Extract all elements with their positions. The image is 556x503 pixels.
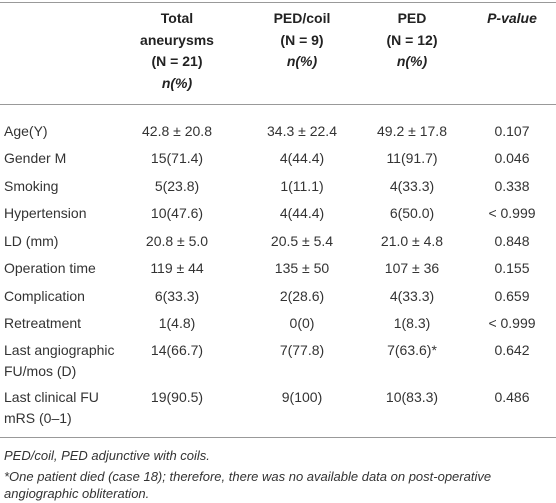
table-cell: 1(11.1) <box>280 178 324 194</box>
table-cell: 7(77.8) <box>279 342 325 358</box>
table-cell: 135 ± 50 <box>274 260 330 276</box>
header-text: (N = 9) <box>280 31 324 48</box>
table-cell: 119 ± 44 <box>150 260 204 276</box>
top-rule <box>0 2 556 3</box>
header-rule <box>0 104 556 105</box>
table-cell: 20.5 ± 5.4 <box>270 233 334 249</box>
table-cell: 2(28.6) <box>279 288 325 304</box>
table-cell: 4(33.3) <box>389 288 435 304</box>
row-label: Last clinical FU <box>4 389 99 405</box>
header-text: n(%) <box>161 74 193 91</box>
table-cell: 0.486 <box>494 389 530 405</box>
table-cell: 21.0 ± 4.8 <box>380 233 444 249</box>
footnote: *One patient died (case 18); therefore, … <box>4 469 492 484</box>
row-label: FU/mos (D) <box>4 362 77 379</box>
header-text: (N = 21) <box>151 53 203 69</box>
row-label: LD (mm) <box>4 233 59 249</box>
header-text: P-value <box>487 10 537 26</box>
table-cell: 0.338 <box>494 178 530 194</box>
bottom-rule <box>0 437 556 438</box>
table-cell: 49.2 ± 17.8 <box>377 123 447 139</box>
table-cell: 0(0) <box>289 315 315 331</box>
table-cell: 34.3 ± 22.4 <box>267 123 337 139</box>
table-cell: 6(33.3) <box>154 288 200 304</box>
table-cell: 0.107 <box>494 123 530 139</box>
row-label: Complication <box>4 288 85 304</box>
table-cell: 4(44.4) <box>279 150 325 166</box>
table-cell: 11(91.7) <box>386 150 438 166</box>
row-label: Retreatment <box>4 315 82 331</box>
table-cell: 10(47.6) <box>150 205 204 221</box>
table-cell: < 0.999 <box>488 315 536 331</box>
footnote: PED/coil, PED adjunctive with coils. <box>4 448 210 463</box>
table-cell: 42.8 ± 20.8 <box>142 123 212 139</box>
table-cell: 4(33.3) <box>389 178 435 194</box>
footnote: angiographic obliteration. <box>4 486 150 501</box>
table-cell: 0.848 <box>494 233 530 249</box>
table-cell: 7(63.6)* <box>387 342 437 358</box>
row-label: Smoking <box>4 178 59 194</box>
table-cell: 9(100) <box>281 389 323 405</box>
header-text: PED <box>397 10 427 26</box>
table-cell: 4(44.4) <box>279 205 325 221</box>
table-cell: 0.046 <box>494 150 530 166</box>
header-text: aneurysms <box>140 31 214 48</box>
table-cell: 1(4.8) <box>158 315 196 331</box>
row-label: Gender M <box>4 150 67 166</box>
header-text: n(%) <box>396 53 428 69</box>
table-cell: 0.155 <box>494 260 530 276</box>
header-text: Total <box>160 10 194 26</box>
table-cell: 6(50.0) <box>389 205 435 221</box>
table-cell: 5(23.8) <box>154 178 200 194</box>
table-cell: < 0.999 <box>488 205 536 221</box>
header-text: PED/coil <box>273 10 331 26</box>
table-cell: 107 ± 36 <box>384 260 440 276</box>
table-cell: 10(83.3) <box>385 389 439 405</box>
row-label: mRS (0–1) <box>4 409 72 426</box>
table-cell: 0.659 <box>494 288 530 304</box>
table-cell: 14(66.7) <box>150 342 204 358</box>
header-text: (N = 12) <box>386 31 438 48</box>
row-label: Hypertension <box>4 205 87 221</box>
row-label: Age(Y) <box>4 123 48 139</box>
header-text: n(%) <box>286 53 318 69</box>
row-label: Operation time <box>4 260 96 276</box>
table-cell: 1(8.3) <box>393 315 431 331</box>
row-label: Last angiographic <box>4 342 115 358</box>
table-cell: 0.642 <box>494 342 530 358</box>
table-cell: 20.8 ± 5.0 <box>145 233 209 249</box>
table-cell: 19(90.5) <box>150 389 204 405</box>
table-cell: 15(71.4) <box>150 150 204 166</box>
